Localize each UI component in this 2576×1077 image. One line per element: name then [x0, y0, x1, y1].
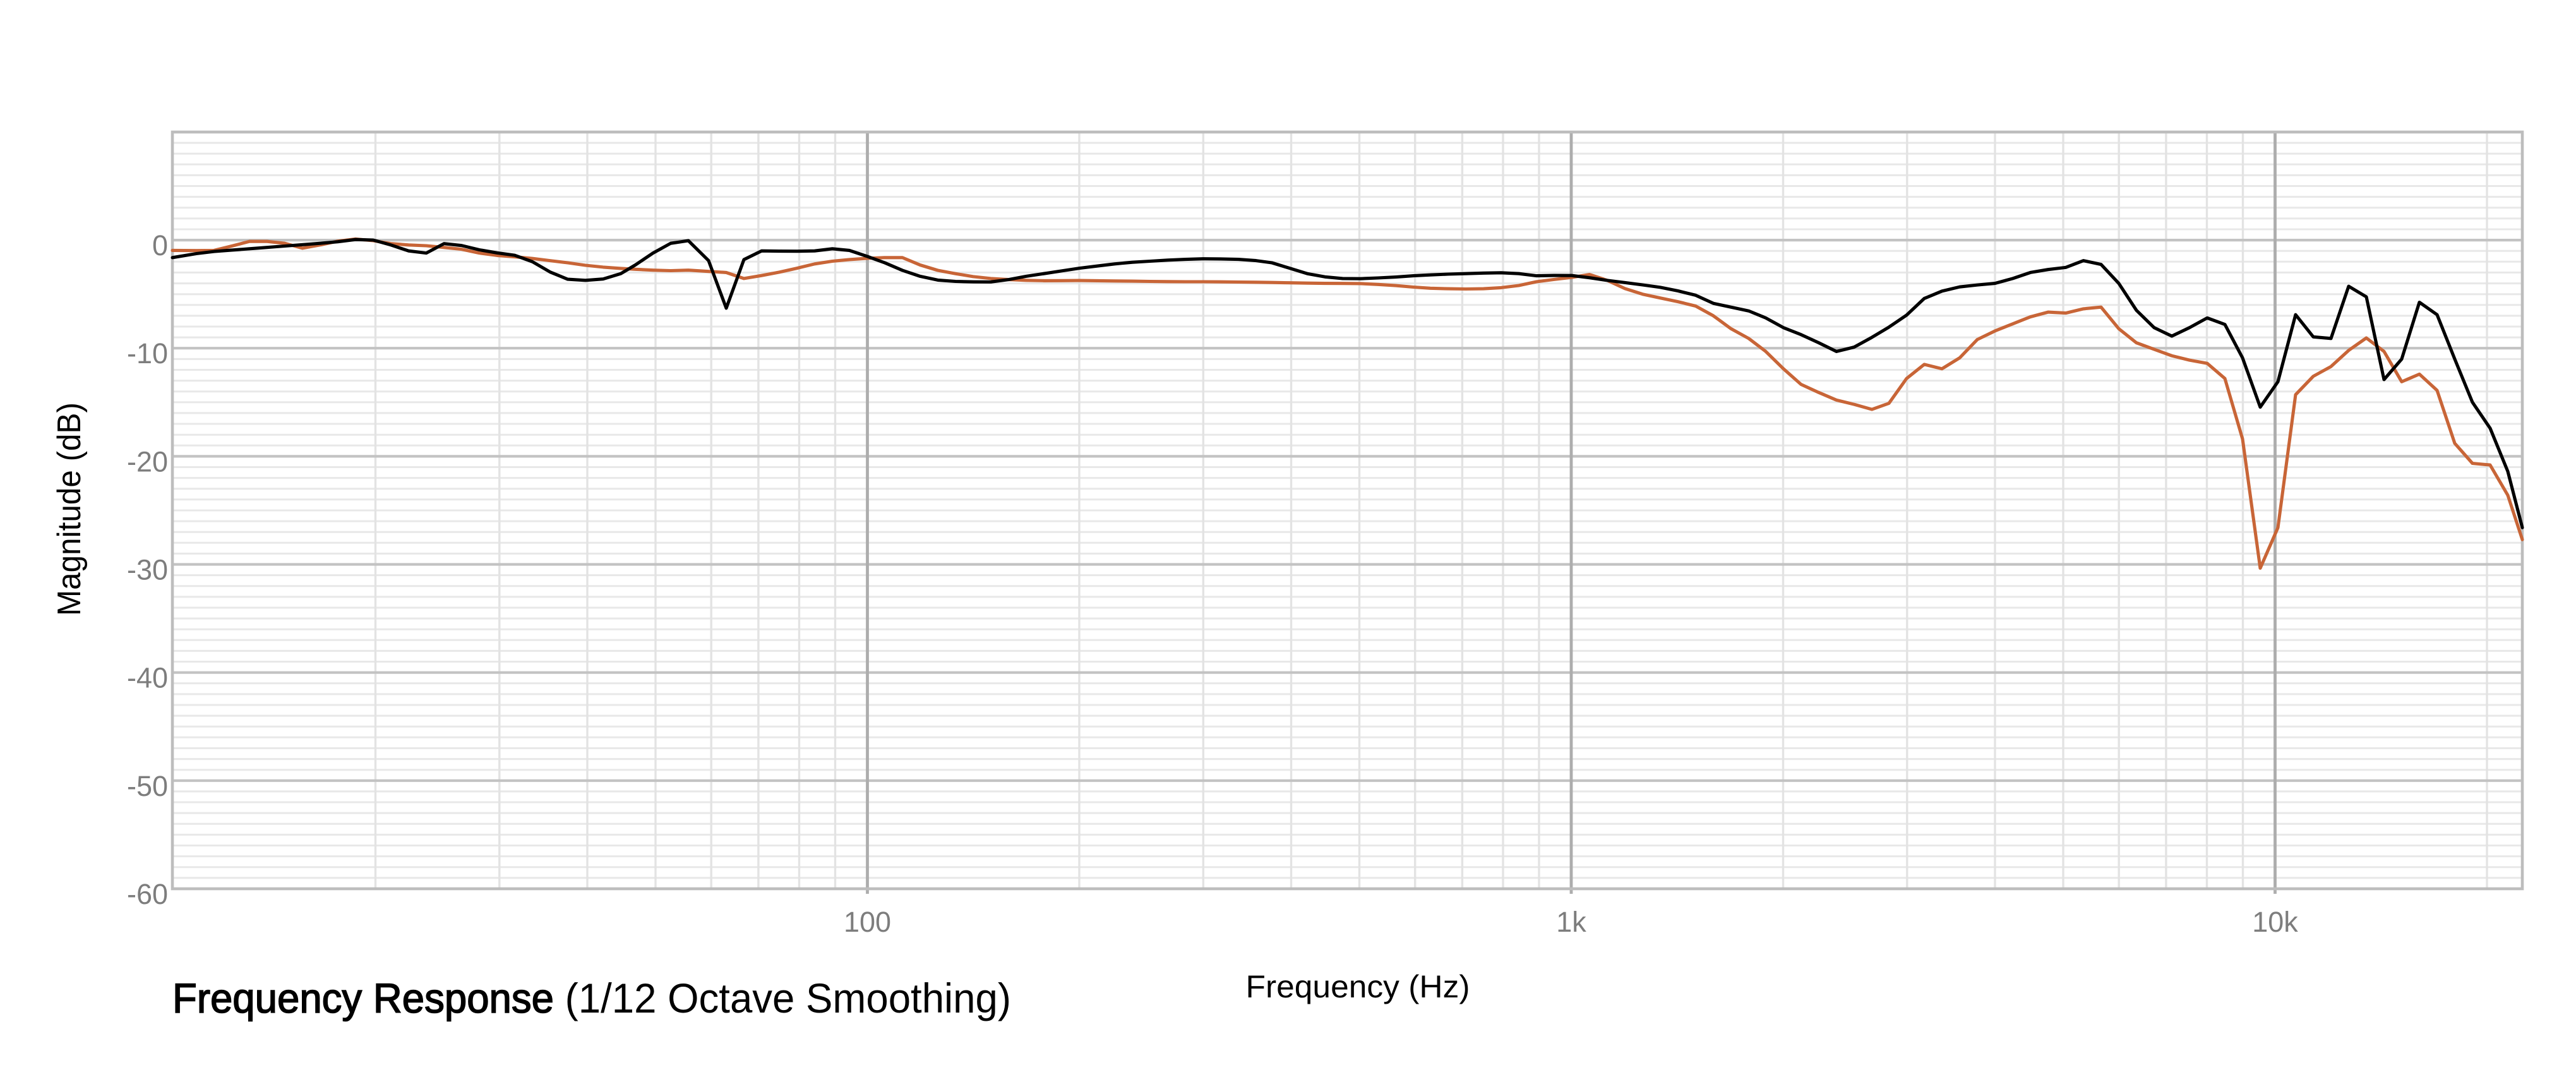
svg-text:Frequency Response (1/12 Octav: Frequency Response (1/12 Octave Smoothin… — [172, 975, 1011, 1021]
svg-text:-30: -30 — [127, 554, 168, 586]
svg-text:Magnitude (dB): Magnitude (dB) — [51, 402, 88, 616]
svg-text:10k: 10k — [2252, 906, 2298, 938]
svg-text:-10: -10 — [127, 337, 168, 370]
svg-text:-40: -40 — [127, 662, 168, 694]
svg-text:0: 0 — [152, 229, 168, 262]
svg-text:100: 100 — [844, 906, 891, 938]
svg-text:1k: 1k — [1556, 906, 1586, 938]
svg-text:-20: -20 — [127, 445, 168, 478]
svg-text:Frequency (Hz): Frequency (Hz) — [1246, 969, 1470, 1004]
svg-text:-60: -60 — [127, 878, 168, 910]
svg-text:-50: -50 — [127, 770, 168, 802]
